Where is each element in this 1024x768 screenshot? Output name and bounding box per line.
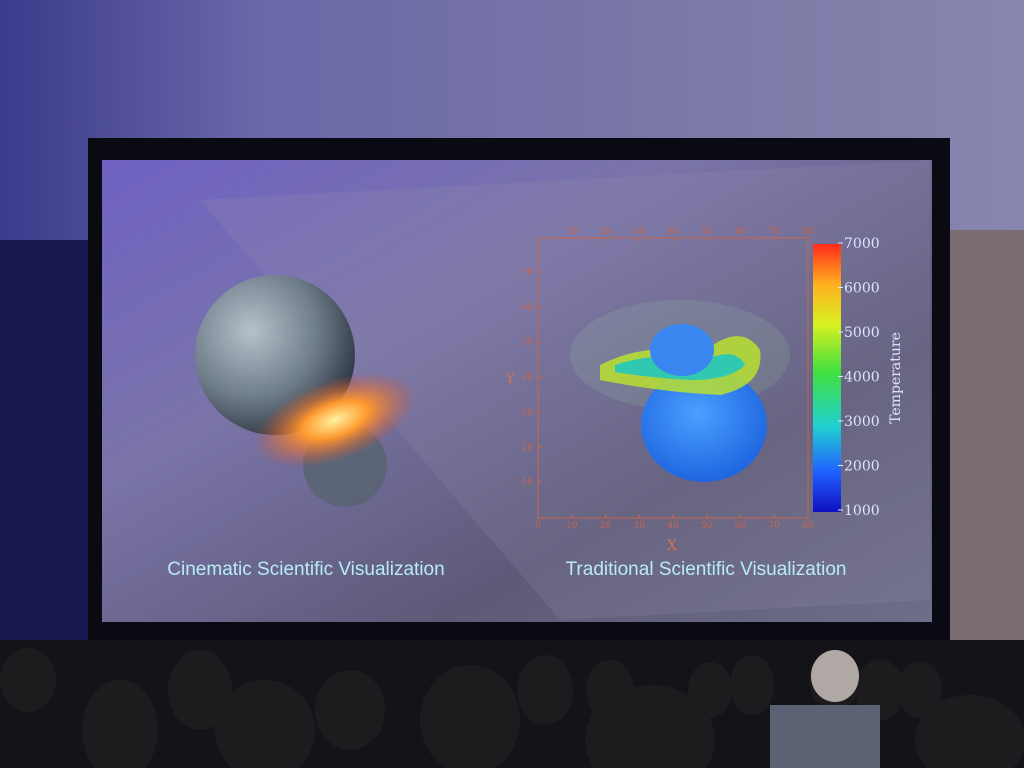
x-axis-label: X (667, 538, 677, 554)
x-tick-label: 0 (535, 521, 541, 531)
colorbar-label: Temperature (888, 332, 904, 424)
colorbar-tick-label: 1000 (844, 503, 880, 519)
body-large (641, 368, 767, 482)
x-top-tick-label: 30 (634, 227, 646, 237)
x-top-tick-label: 60 (735, 227, 747, 237)
y-tick-label: 50 (522, 338, 534, 348)
x-tick-label: 30 (634, 521, 646, 531)
y-tick-label: 40 (522, 373, 534, 383)
left-caption: Cinematic Scientific Visualization (167, 559, 444, 580)
x-tick-label: 60 (735, 521, 747, 531)
x-top-tick-label: 70 (769, 227, 781, 237)
colorbar-tick-label: 5000 (844, 325, 880, 341)
colorbar-tick-label: 7000 (844, 236, 880, 252)
x-tick-label: 80 (802, 521, 814, 531)
x-top-tick-label: 80 (802, 227, 814, 237)
y-tick-label: 60 (522, 303, 534, 313)
right-caption: Traditional Scientific Visualization (566, 559, 847, 580)
x-tick-label: 50 (701, 521, 713, 531)
x-top-tick-label: 50 (701, 227, 713, 237)
colorbar-tick-label: 3000 (844, 414, 880, 430)
x-top-tick-label: 20 (600, 227, 612, 237)
shirt (770, 705, 880, 768)
curtain (0, 240, 90, 660)
body-small (650, 324, 714, 376)
y-tick-label: 30 (522, 408, 534, 418)
x-top-tick-label: 10 (566, 227, 578, 237)
x-tick-label: 20 (600, 521, 612, 531)
colorbar-tick-label: 4000 (844, 370, 880, 386)
y-tick-label: 10 (522, 478, 534, 488)
y-tick-label: 70 (522, 268, 534, 278)
x-top-tick-label: 40 (667, 227, 679, 237)
y-axis-label: Y (504, 371, 515, 387)
x-tick-label: 70 (769, 521, 781, 531)
colorbar-tick-label: 2000 (844, 459, 880, 475)
colorbar (813, 244, 841, 512)
colorbar-tick-label: 6000 (844, 281, 880, 297)
impact (253, 372, 417, 468)
light-beam (200, 160, 930, 620)
head (811, 650, 859, 702)
x-tick-label: 40 (667, 521, 679, 531)
side-panel (950, 230, 1024, 680)
y-tick-label: 20 (522, 443, 534, 453)
x-tick-label: 10 (566, 521, 578, 531)
